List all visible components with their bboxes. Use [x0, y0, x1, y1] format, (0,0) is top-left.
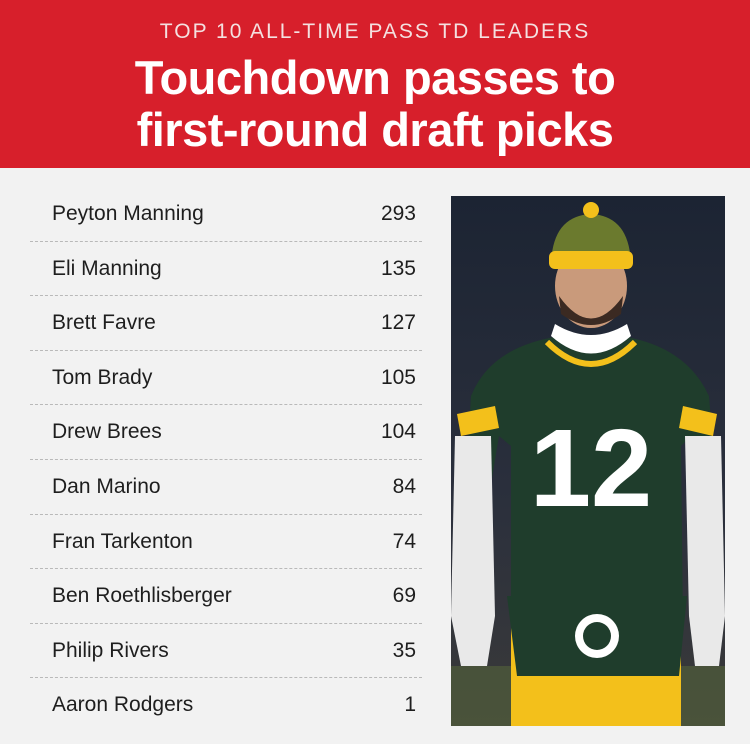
beanie-band: [549, 251, 633, 269]
right-arm-sleeve: [685, 436, 725, 666]
table-row: Dan Marino 84: [30, 460, 422, 515]
table-row: Eli Manning 135: [30, 242, 422, 297]
player-name: Brett Favre: [52, 311, 156, 335]
left-arm-sleeve: [451, 436, 495, 666]
g-logo-inner: [583, 622, 611, 650]
table-row: Aaron Rodgers 1: [30, 678, 422, 733]
table-row: Philip Rivers 35: [30, 624, 422, 679]
player-name: Fran Tarkenton: [52, 529, 193, 553]
chart-title: Touchdown passes to first-round draft pi…: [0, 52, 750, 156]
table-row: Fran Tarkenton 74: [30, 515, 422, 570]
table-row: Brett Favre 127: [30, 296, 422, 351]
table-row: Peyton Manning 293: [30, 187, 422, 242]
collar: [551, 324, 631, 354]
td-count: 35: [392, 638, 416, 662]
table-row: Drew Brees 104: [30, 405, 422, 460]
beanie-pom: [583, 202, 599, 218]
player-name: Peyton Manning: [52, 202, 204, 225]
player-name: Dan Marino: [52, 474, 161, 498]
player-name: Ben Roethlisberger: [52, 584, 232, 608]
player-name: Philip Rivers: [52, 638, 169, 662]
td-count: 293: [380, 202, 416, 225]
td-count: 127: [380, 311, 416, 335]
header-banner: TOP 10 ALL-TIME PASS TD LEADERS Touchdow…: [0, 0, 750, 168]
jersey: [465, 336, 717, 626]
leaders-table: Peyton Manning 293 Eli Manning 135 Brett Fav…: [30, 187, 422, 733]
td-count: 69: [392, 584, 416, 608]
table-row: Ben Roethlisberger 69: [30, 569, 422, 624]
collar-trim: [544, 339, 638, 367]
chart-title-line-2: first-round draft picks: [136, 103, 614, 156]
player-name: Eli Manning: [52, 256, 162, 280]
td-count: 74: [392, 529, 416, 553]
td-count: 104: [380, 420, 416, 444]
left-sleeve-stripe: [457, 406, 499, 436]
chart-subtitle: TOP 10 ALL-TIME PASS TD LEADERS: [159, 20, 591, 43]
right-sleeve-stripe: [679, 406, 717, 436]
td-count: 135: [380, 256, 416, 280]
td-count: 84: [392, 474, 416, 498]
player-name: Tom Brady: [52, 365, 153, 389]
table-row: Tom Brady 105: [30, 351, 422, 406]
beard: [559, 296, 623, 325]
jersey-number: 12: [530, 407, 652, 530]
chart-title-line-1: Touchdown passes to: [134, 51, 616, 104]
player-name: Drew Brees: [52, 420, 162, 444]
player-photo: 12: [451, 196, 725, 726]
td-count: 1: [404, 693, 416, 717]
td-count: 105: [380, 365, 416, 389]
player-name: Aaron Rodgers: [52, 693, 194, 717]
